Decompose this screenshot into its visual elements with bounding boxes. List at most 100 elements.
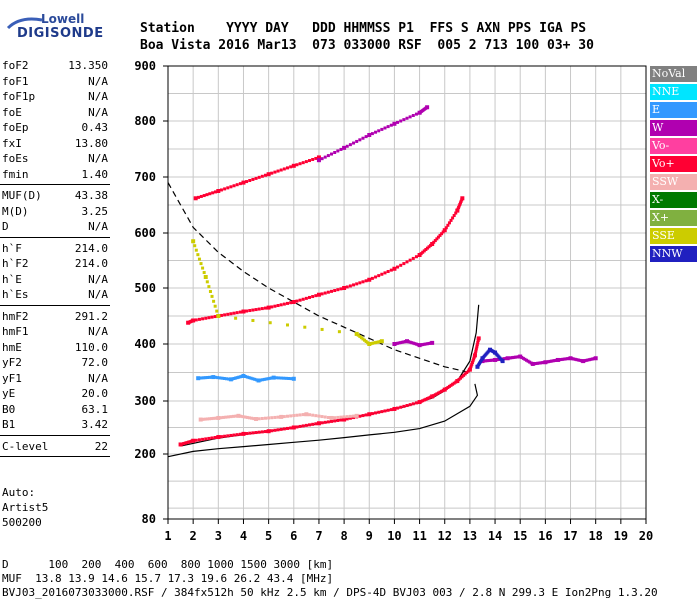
echo-point xyxy=(358,281,362,285)
echo-point xyxy=(469,364,473,368)
param-separator xyxy=(0,304,110,306)
autoscaling-info: Auto: Artist5 500200 xyxy=(2,485,48,530)
param-name: hmF2 xyxy=(2,309,29,323)
echo-point xyxy=(228,377,233,382)
echo-point xyxy=(510,356,514,360)
param-row: D N/A xyxy=(0,219,110,235)
echo-point xyxy=(266,305,271,310)
echo-point xyxy=(421,343,425,347)
echo-point xyxy=(512,355,516,359)
echo-point xyxy=(286,426,289,430)
echo-point xyxy=(253,377,257,381)
y-tick-label: 900 xyxy=(134,59,156,73)
echo-point xyxy=(317,414,321,418)
echo-point xyxy=(446,385,450,389)
echo-point xyxy=(472,357,476,361)
echo-point xyxy=(215,309,219,313)
legend-item-nnw: NNW xyxy=(650,246,697,262)
legend-item-e: E xyxy=(650,102,697,118)
param-name: MUF(D) xyxy=(2,189,42,202)
echo-point xyxy=(248,431,252,435)
echo-point xyxy=(442,228,447,233)
echo-point xyxy=(270,305,274,309)
echo-point xyxy=(219,416,223,420)
echo-point xyxy=(186,440,190,444)
param-name: foEp xyxy=(2,121,29,134)
echo-point xyxy=(279,168,283,172)
echo-point xyxy=(245,375,249,379)
echo-point xyxy=(472,353,477,358)
echo-point xyxy=(223,434,227,438)
echo-point xyxy=(449,218,453,222)
echo-point xyxy=(460,375,464,379)
echo-point xyxy=(301,297,305,301)
echo-point xyxy=(444,387,448,391)
echo-point xyxy=(211,375,216,380)
echo-point xyxy=(333,419,337,423)
echo-point xyxy=(210,315,214,319)
echo-point xyxy=(320,157,324,161)
echo-point xyxy=(402,404,406,408)
echo-point xyxy=(555,357,560,362)
echo-point xyxy=(386,408,390,412)
echo-point xyxy=(211,191,215,195)
footer-muf: MUF 13.8 13.9 14.6 15.7 17.3 19.6 26.2 4… xyxy=(2,572,334,585)
param-value: 3.42 xyxy=(81,418,109,431)
echo-point xyxy=(380,127,384,131)
echo-point xyxy=(311,295,315,299)
echo-point xyxy=(358,138,362,142)
echo-point xyxy=(286,414,289,418)
param-name: h`F xyxy=(2,241,22,255)
echo-point xyxy=(386,125,390,129)
echo-point xyxy=(530,361,535,366)
echo-point xyxy=(345,417,349,421)
echo-point xyxy=(399,341,403,345)
echo-point xyxy=(206,375,210,379)
echo-point xyxy=(520,355,524,359)
echo-point xyxy=(311,413,315,417)
param-row: B0 63.1 xyxy=(0,402,110,418)
param-name: yF1 xyxy=(2,371,22,385)
y-tick-label: 200 xyxy=(134,447,156,461)
echo-point xyxy=(405,339,409,344)
echo-point xyxy=(352,283,356,287)
param-value: N/A xyxy=(88,272,108,286)
echo-point xyxy=(438,233,442,237)
echo-point xyxy=(212,416,216,420)
echo-point xyxy=(339,147,343,151)
echo-point xyxy=(199,194,203,198)
echo-point xyxy=(488,358,492,362)
echo-point xyxy=(354,331,359,336)
echo-point xyxy=(540,361,544,365)
echo-point xyxy=(586,358,590,362)
echo-point xyxy=(208,417,212,421)
logo-lowell-text: Lowell xyxy=(41,12,85,26)
param-separator xyxy=(0,236,110,238)
echo-point xyxy=(214,416,218,420)
echo-point xyxy=(377,410,381,414)
echo-point xyxy=(191,438,196,443)
echo-point xyxy=(264,377,268,381)
echo-point xyxy=(208,192,212,196)
echo-point xyxy=(458,376,462,380)
x-tick-label: 10 xyxy=(387,529,401,543)
echo-point xyxy=(229,433,233,437)
echo-point xyxy=(221,415,225,419)
echo-point xyxy=(440,232,444,236)
param-value: 20.0 xyxy=(81,387,109,400)
echo-point xyxy=(417,343,422,348)
echo-point xyxy=(405,404,409,408)
param-name: foF1 xyxy=(2,74,29,88)
param-name: yE xyxy=(2,387,16,400)
echo-point xyxy=(454,211,458,215)
echo-point xyxy=(411,341,415,345)
echo-point xyxy=(229,312,233,316)
echo-point xyxy=(367,342,372,346)
x-tick-label: 14 xyxy=(488,529,502,543)
echo-point xyxy=(495,358,499,362)
echo-point xyxy=(576,358,580,362)
echo-point xyxy=(219,313,223,317)
echo-point xyxy=(222,376,226,380)
auto-label: Auto: xyxy=(2,486,36,499)
echo-point xyxy=(330,152,334,156)
